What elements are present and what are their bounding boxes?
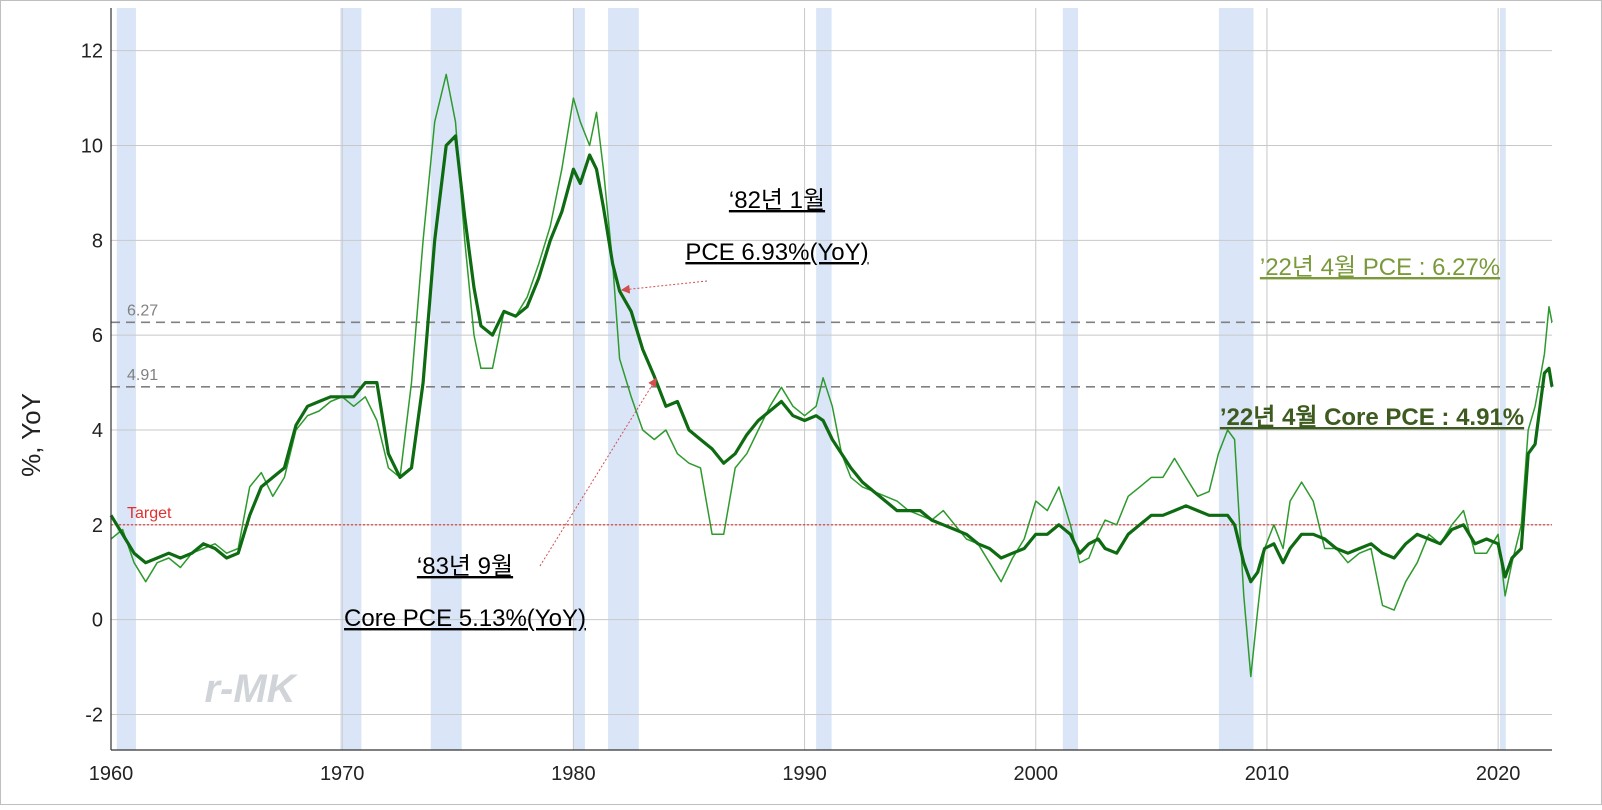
pce-series-line xyxy=(110,73,1553,678)
core-pce-series-line xyxy=(109,134,1554,584)
reference-line-label: 4.91 xyxy=(127,367,158,384)
reference-line-label: 6.27 xyxy=(127,302,158,319)
annotation-core-1983-value: Core PCE 5.13%(YoY) xyxy=(344,605,586,632)
x-tick-label: 2020 xyxy=(1476,763,1521,785)
annotation-core-1983-date: ‘83년 9월 xyxy=(417,553,513,580)
y-tick-label: 6 xyxy=(92,325,103,347)
x-tick-label: 2000 xyxy=(1014,763,1059,785)
annotation-pce-2022: ’22년 4월 PCE : 6.27% xyxy=(1260,254,1500,281)
annotation-pce-1982-date: ‘82년 1월 xyxy=(729,187,825,214)
x-tick-label: 1990 xyxy=(782,763,827,785)
series-lines xyxy=(109,73,1554,678)
recession-band xyxy=(1062,8,1079,750)
y-tick-label: 0 xyxy=(92,610,103,632)
x-tick-label: 1960 xyxy=(89,763,134,785)
x-tick-label: 1970 xyxy=(320,763,365,785)
y-tick-label: 4 xyxy=(92,420,103,442)
y-tick-label: -2 xyxy=(85,704,103,726)
reference-line-label: Target xyxy=(127,505,172,522)
recession-band xyxy=(573,8,585,750)
recession-band xyxy=(340,8,362,750)
axes xyxy=(110,8,1552,751)
recession-band xyxy=(116,8,136,750)
y-tick-label: 2 xyxy=(92,515,103,537)
recession-band xyxy=(608,8,639,750)
recession-shading xyxy=(116,8,1506,750)
annotation-pce-1982-value: PCE 6.93%(YoY) xyxy=(685,239,868,266)
watermark-logo: r-MK xyxy=(204,667,298,711)
recession-band xyxy=(1218,8,1254,750)
y-axis-label: %, YoY xyxy=(16,393,46,477)
y-tick-label: 8 xyxy=(92,230,103,252)
x-tick-label: 2010 xyxy=(1245,763,1290,785)
y-tick-label: 10 xyxy=(81,135,103,157)
annotation-arrow-1983 xyxy=(539,377,657,567)
annotation-core-2022: ’22년 4월 Core PCE : 4.91% xyxy=(1220,404,1524,431)
reference-lines: 6.27 4.91 Target xyxy=(111,302,1552,526)
annotations: ‘82년 1월 PCE 6.93%(YoY) ‘83년 9월 Core PCE 5.1… xyxy=(344,187,1524,632)
x-tick-label: 1980 xyxy=(551,763,596,785)
recession-band xyxy=(1499,8,1506,750)
y-tick-label: 12 xyxy=(81,41,103,63)
tick-labels: -2 0 2 4 6 8 10 12 1960 1970 1980 1990 2000 2010 2020 xyxy=(81,41,1521,785)
